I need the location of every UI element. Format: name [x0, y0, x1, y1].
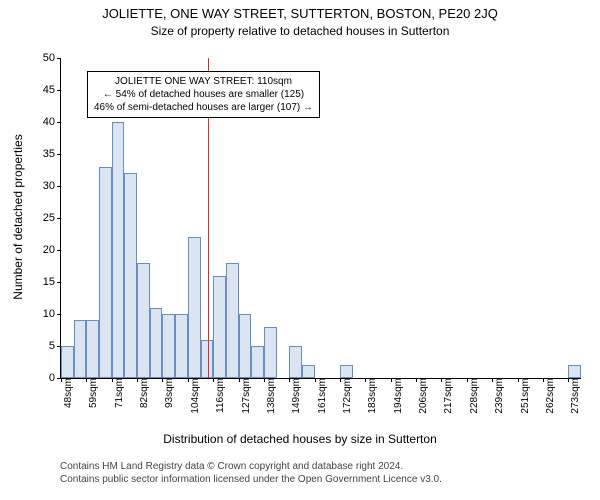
- annotation-line: 46% of semi-detached houses are larger (…: [94, 101, 313, 114]
- x-tick-label: 217sqm: [441, 378, 454, 414]
- chart-subtitle: Size of property relative to detached ho…: [0, 24, 600, 38]
- y-tick-label: 10: [43, 308, 61, 320]
- histogram-bar: [213, 276, 226, 378]
- x-tick-label: 239sqm: [492, 378, 505, 414]
- x-tick-label: 206sqm: [416, 378, 429, 414]
- x-axis-label: Distribution of detached houses by size …: [0, 432, 600, 446]
- histogram-bar: [340, 365, 353, 378]
- x-tick-label: 127sqm: [239, 378, 252, 414]
- y-axis-label: Number of detached properties: [11, 57, 25, 377]
- histogram-bar: [175, 314, 188, 378]
- y-tick-label: 50: [43, 52, 61, 64]
- x-tick-label: 71sqm: [112, 378, 125, 408]
- histogram-bar: [568, 365, 581, 378]
- credit-line1: Contains HM Land Registry data © Crown c…: [60, 460, 442, 473]
- chart-title: JOLIETTE, ONE WAY STREET, SUTTERTON, BOS…: [0, 6, 600, 21]
- x-tick-label: 251sqm: [518, 378, 531, 414]
- histogram-bar: [239, 314, 252, 378]
- y-tick-label: 0: [49, 372, 61, 384]
- histogram-bar: [61, 346, 74, 378]
- annotation-line: ← 54% of detached houses are smaller (12…: [94, 88, 313, 101]
- histogram-bar: [137, 263, 150, 378]
- x-tick-label: 116sqm: [213, 378, 226, 413]
- x-tick-label: 161sqm: [315, 378, 328, 414]
- histogram-bar: [99, 167, 112, 378]
- x-tick-label: 262sqm: [543, 378, 556, 414]
- y-tick-label: 20: [43, 244, 61, 256]
- histogram-bar: [86, 320, 99, 378]
- x-tick-label: 59sqm: [86, 378, 99, 408]
- x-tick-label: 82sqm: [137, 378, 150, 408]
- histogram-bar: [302, 365, 315, 378]
- histogram-bar: [162, 314, 175, 378]
- histogram-bar: [124, 173, 137, 378]
- y-tick-label: 5: [49, 340, 61, 352]
- x-tick-label: 183sqm: [365, 378, 378, 414]
- chart-container: { "header": { "title": "JOLIETTE, ONE WA…: [0, 0, 600, 500]
- x-tick-label: 273sqm: [568, 378, 581, 414]
- histogram-bar: [289, 346, 302, 378]
- y-tick-label: 35: [43, 148, 61, 160]
- histogram-bar: [74, 320, 87, 378]
- x-tick-label: 93sqm: [162, 378, 175, 408]
- y-tick-label: 45: [43, 84, 61, 96]
- histogram-bar: [188, 237, 201, 378]
- x-tick-label: 149sqm: [289, 378, 302, 414]
- x-tick-label: 48sqm: [61, 378, 74, 408]
- x-tick-label: 228sqm: [467, 378, 480, 414]
- x-tick-label: 138sqm: [264, 378, 277, 414]
- y-tick-label: 15: [43, 276, 61, 288]
- histogram-bar: [264, 327, 277, 378]
- y-tick-label: 40: [43, 116, 61, 128]
- credit-line2: Contains public sector information licen…: [60, 473, 442, 486]
- x-tick-label: 104sqm: [188, 378, 201, 414]
- annotation-box: JOLIETTE ONE WAY STREET: 110sqm← 54% of …: [87, 71, 320, 118]
- x-tick-label: 194sqm: [391, 378, 404, 414]
- y-tick-label: 30: [43, 180, 61, 192]
- histogram-bar: [226, 263, 239, 378]
- histogram-bar: [201, 340, 214, 378]
- annotation-line: JOLIETTE ONE WAY STREET: 110sqm: [94, 75, 313, 88]
- histogram-bar: [251, 346, 264, 378]
- credit-text: Contains HM Land Registry data © Crown c…: [60, 460, 442, 486]
- x-tick-label: 172sqm: [340, 378, 353, 414]
- histogram-bar: [150, 308, 163, 378]
- histogram-bar: [112, 122, 125, 378]
- plot-area: 0510152025303540455048sqm59sqm71sqm82sqm…: [60, 58, 581, 379]
- y-tick-label: 25: [43, 212, 61, 224]
